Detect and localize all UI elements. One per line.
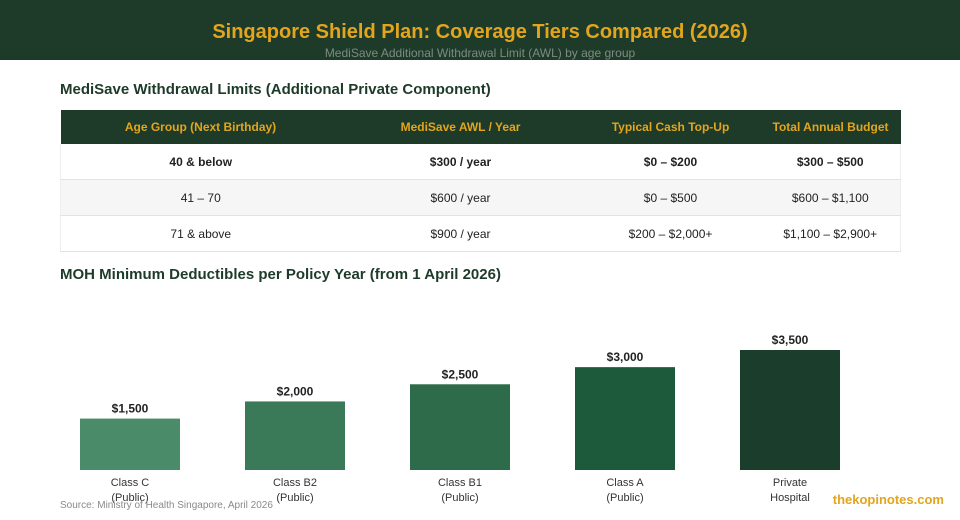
bar-value-label: $1,500 — [112, 402, 149, 416]
page-subtitle: MediSave Additional Withdrawal Limit (AW… — [324, 46, 636, 60]
table-cell: $0 – $500 — [580, 179, 761, 216]
table-row: 41 – 70 $600 / year $0 – $500 $600 – $1,… — [60, 179, 901, 216]
table-cell: $300 / year — [340, 144, 581, 180]
table-row: 40 & below $300 / year $0 – $200 $300 – … — [60, 144, 901, 180]
header-banner: Singapore Shield Plan: Coverage Tiers Co… — [0, 0, 960, 60]
category-tick-label: Private — [773, 477, 807, 489]
bar — [410, 384, 510, 470]
column-header: Total Annual Budget — [760, 110, 901, 144]
table-cell: $900 / year — [340, 215, 581, 252]
column-header: Age Group (Next Birthday) — [60, 110, 341, 144]
category-tick-label: (Public) — [111, 492, 148, 504]
bar-value-label: $2,000 — [277, 384, 314, 398]
bar-value-label: $2,500 — [442, 367, 479, 381]
category-tick-label: (Public) — [276, 492, 313, 504]
table-header-row: Age Group (Next Birthday) MediSave AWL /… — [60, 110, 901, 144]
page-title: Singapore Shield Plan: Coverage Tiers Co… — [212, 21, 748, 43]
bar — [245, 401, 345, 470]
brand-watermark: thekopinotes.com — [832, 492, 944, 507]
column-header: MediSave AWL / Year — [340, 110, 581, 144]
category-tick-label: (Public) — [606, 492, 643, 504]
table-cell: $1,100 – $2,900+ — [760, 215, 901, 252]
table-cell: 41 – 70 — [60, 179, 341, 216]
source-note: Source: Ministry of Health Singapore, Ap… — [60, 500, 273, 511]
table-cell: $0 – $200 — [580, 144, 761, 180]
chart-section-title: MOH Minimum Deductibles per Policy Year … — [60, 266, 501, 283]
table-cell: $300 – $500 — [760, 144, 901, 180]
table-row: 71 & above $900 / year $200 – $2,000+ $1… — [60, 215, 901, 252]
category-tick-label: Class B2 — [273, 477, 317, 489]
category-tick-label: Class A — [606, 477, 644, 489]
table-section-title: MediSave Withdrawal Limits (Additional P… — [60, 81, 491, 98]
table-cell: 71 & above — [60, 215, 341, 252]
table-cell: $600 / year — [340, 179, 581, 216]
category-tick-label: Hospital — [770, 492, 810, 504]
bar-value-label: $3,500 — [772, 333, 809, 347]
category-tick-label: Class B1 — [438, 477, 482, 489]
category-tick-label: Class C — [111, 477, 150, 489]
bar — [740, 350, 840, 470]
awl-table: Age Group (Next Birthday) MediSave AWL /… — [60, 110, 901, 252]
bar-value-label: $3,000 — [607, 350, 644, 364]
category-tick-label: (Public) — [441, 492, 478, 504]
column-header: Typical Cash Top-Up — [580, 110, 761, 144]
table-cell: $600 – $1,100 — [760, 179, 901, 216]
bar — [80, 418, 180, 470]
bar — [575, 367, 675, 470]
table-cell: 40 & below — [60, 144, 341, 180]
table-cell: $200 – $2,000+ — [580, 215, 761, 252]
